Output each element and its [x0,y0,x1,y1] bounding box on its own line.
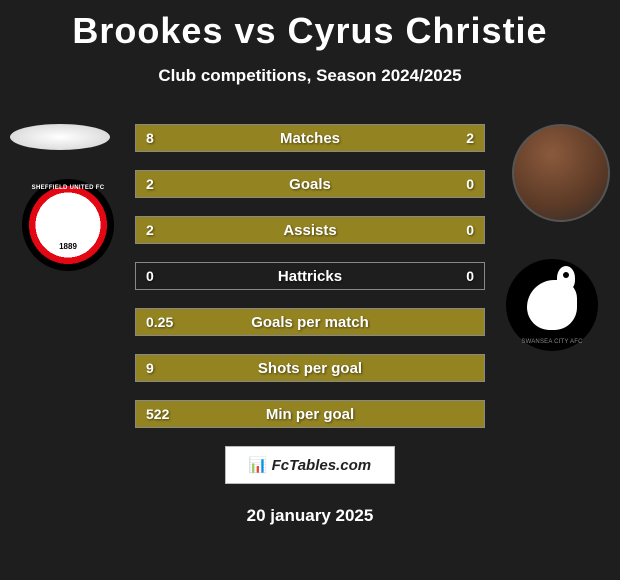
stat-label: Matches [136,125,484,151]
content-area: 1889 SWANSEA CITY AFC 8Matches22Goals02A… [0,124,620,428]
swansea-city-badge-icon: SWANSEA CITY AFC [506,259,598,351]
stat-row: 9Shots per goal [135,354,485,382]
player-right-area [512,124,610,222]
club-right-ring-text: SWANSEA CITY AFC [521,339,582,345]
stat-value-right: 0 [466,217,474,243]
stats-bars-container: 8Matches22Goals02Assists00Hattricks00.25… [135,124,485,428]
club-right-badge: SWANSEA CITY AFC [506,259,598,351]
player-left-photo-placeholder [10,124,110,150]
stat-row: 0.25Goals per match [135,308,485,336]
stat-value-right: 0 [466,263,474,289]
swan-icon [527,280,577,330]
comparison-title: Brookes vs Cyrus Christie [0,0,620,52]
sheffield-united-badge-icon: 1889 [22,179,114,271]
stat-label: Shots per goal [136,355,484,381]
chart-icon: 📊 [249,456,268,474]
stat-row: 8Matches2 [135,124,485,152]
club-left-badge: 1889 [22,179,114,271]
fctables-logo-text: FcTables.com [272,457,371,474]
stat-label: Goals per match [136,309,484,335]
stat-label: Hattricks [136,263,484,289]
stat-label: Assists [136,217,484,243]
stat-row: 2Goals0 [135,170,485,198]
stat-value-right: 0 [466,171,474,197]
comparison-subtitle: Club competitions, Season 2024/2025 [0,66,620,86]
club-left-year: 1889 [59,242,77,251]
player-left-area [10,124,110,150]
stat-label: Goals [136,171,484,197]
stat-label: Min per goal [136,401,484,427]
footer-date: 20 january 2025 [0,506,620,526]
stat-row: 2Assists0 [135,216,485,244]
fctables-logo: 📊 FcTables.com [225,446,395,484]
player-right-photo [512,124,610,222]
stat-row: 522Min per goal [135,400,485,428]
stat-value-right: 2 [466,125,474,151]
stat-row: 0Hattricks0 [135,262,485,290]
